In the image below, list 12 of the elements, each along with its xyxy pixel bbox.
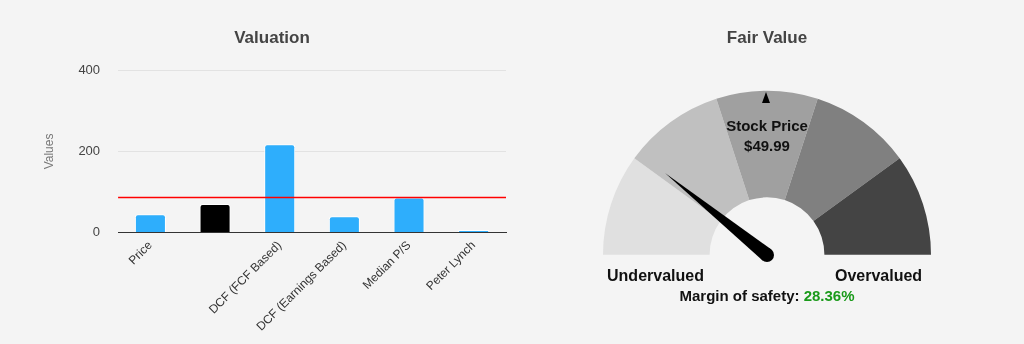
y-tick-label: 400 [78, 61, 101, 77]
text: Stock Price [726, 116, 808, 134]
text: $49.99 [744, 136, 790, 154]
text: Overvalued [834, 267, 923, 285]
y-axis-title: Values [41, 133, 56, 170]
text: Undervalued [607, 267, 704, 285]
text: Margin of safety: [679, 286, 800, 304]
chart-title: Fair Value [726, 27, 808, 47]
y-tick-label: 0 [92, 224, 101, 240]
text: 28.36% [803, 286, 855, 304]
chart-title: Valuation [234, 27, 310, 47]
y-tick-label: 200 [78, 143, 101, 159]
